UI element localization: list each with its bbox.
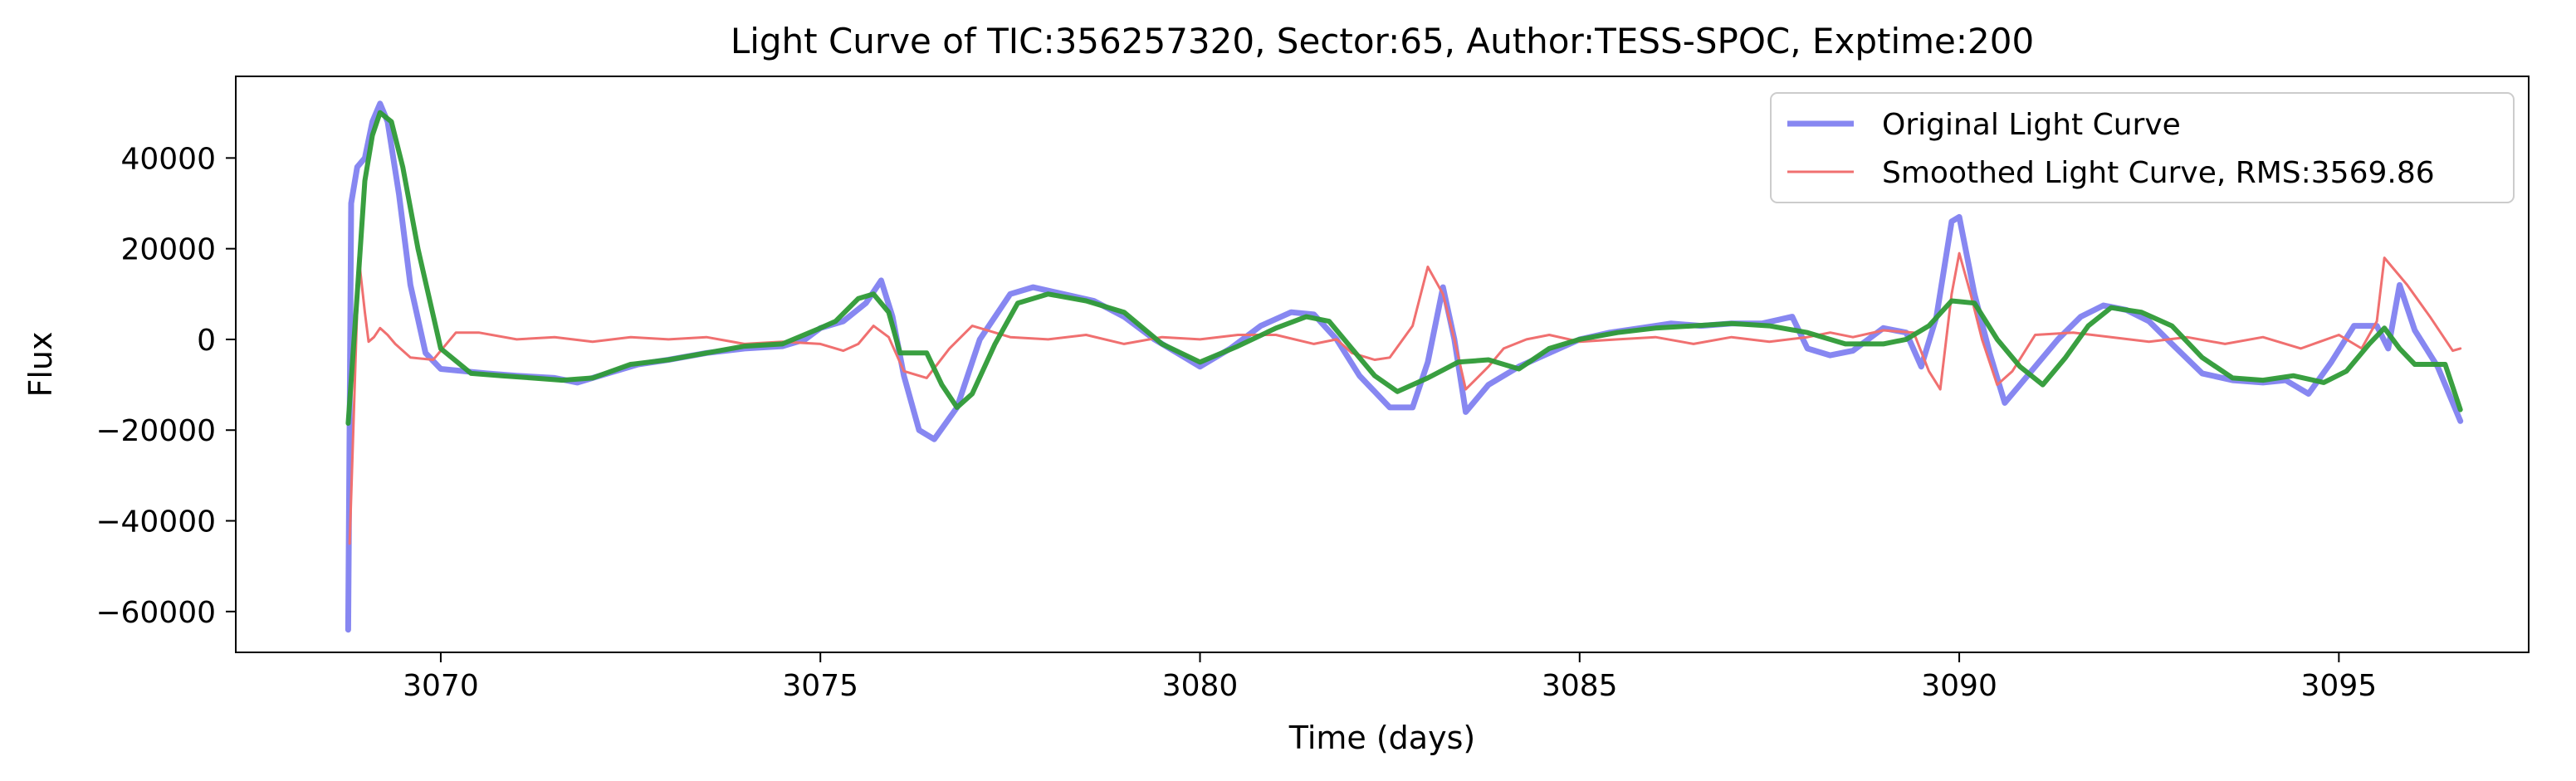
x-tick-label: 3095 [2301,669,2378,703]
legend-label: Smoothed Light Curve, RMS:3569.86 [1882,156,2435,190]
x-tick-label: 3090 [1921,669,1997,703]
x-tick-label: 3080 [1162,669,1239,703]
x-axis-label: Time (days) [1288,720,1475,756]
y-tick-label: −60000 [95,596,216,630]
legend: Original Light Curve Smoothed Light Curve… [1770,92,2515,203]
y-tick-label: 20000 [120,233,216,267]
x-tick-label: 3075 [782,669,858,703]
x-tick-label: 3085 [1542,669,1618,703]
series-line-2 [348,251,2462,545]
y-axis-label: Flux [22,332,59,398]
x-tick-label: 3070 [403,669,479,703]
y-tick-label: −20000 [95,414,216,448]
y-tick-label: 0 [197,324,216,358]
y-tick-label: 40000 [120,142,216,176]
y-axis: −60000 −40000 −20000 0 20000 40000 [95,142,236,630]
y-tick-label: −40000 [95,505,216,539]
series-line-3 [345,110,2463,426]
chart-title: Light Curve of TIC:356257320, Sector:65,… [731,21,2034,61]
legend-box [1770,92,2515,203]
x-axis: 3070 3075 3080 3085 3090 3095 [403,652,2377,703]
plot-frame [235,76,2530,653]
series-layer [345,100,2464,633]
legend-label: Original Light Curve [1882,108,2181,142]
